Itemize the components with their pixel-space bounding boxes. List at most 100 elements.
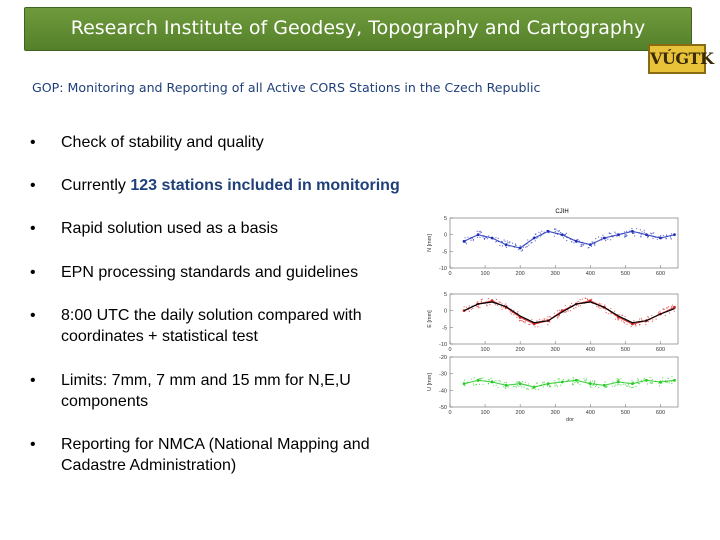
observation-dot bbox=[593, 384, 595, 386]
observation-dot bbox=[641, 381, 643, 383]
observation-dot bbox=[558, 230, 560, 232]
observation-dot bbox=[520, 319, 522, 322]
observation-dot bbox=[480, 231, 482, 233]
observation-dot bbox=[488, 235, 490, 237]
bullet-dot: • bbox=[30, 436, 36, 453]
observation-dot bbox=[555, 384, 557, 386]
observation-dot bbox=[647, 316, 649, 318]
observation-dot bbox=[547, 383, 549, 385]
observation-dot bbox=[618, 319, 620, 321]
observation-dot bbox=[579, 299, 581, 301]
observation-dot bbox=[614, 231, 616, 233]
observation-dot bbox=[612, 236, 614, 238]
observation-dot bbox=[534, 236, 536, 238]
observation-dot bbox=[505, 245, 507, 247]
observation-dot bbox=[548, 386, 550, 388]
observation-dot bbox=[549, 321, 551, 323]
observation-dot bbox=[670, 307, 672, 309]
observation-dot bbox=[629, 230, 631, 232]
observation-dot bbox=[572, 380, 574, 382]
observation-dot bbox=[624, 322, 626, 324]
observation-dot bbox=[667, 306, 670, 308]
observation-dot bbox=[637, 380, 639, 382]
bullet-text: Limits: 7mm, 7 mm and 15 mm for N,E,U co… bbox=[61, 372, 351, 410]
bullet-dot: • bbox=[30, 220, 36, 237]
observation-dot bbox=[635, 386, 637, 388]
observation-dot bbox=[554, 230, 556, 232]
observation-dot bbox=[463, 384, 465, 386]
observation-dot bbox=[612, 381, 614, 383]
observation-dot bbox=[509, 241, 511, 243]
observation-dot bbox=[572, 379, 575, 381]
observation-dot bbox=[632, 386, 634, 388]
observation-dot bbox=[502, 241, 504, 243]
observation-dot bbox=[524, 318, 526, 320]
observation-dot bbox=[502, 383, 505, 385]
observation-dot bbox=[476, 379, 478, 381]
observation-dot bbox=[496, 240, 498, 242]
observation-dot bbox=[549, 385, 551, 387]
observation-dot bbox=[572, 384, 574, 386]
observation-dot bbox=[633, 383, 635, 385]
observation-dot bbox=[634, 324, 636, 326]
observation-dot bbox=[662, 377, 664, 379]
series-u-line bbox=[463, 379, 675, 388]
observation-dot bbox=[622, 383, 624, 385]
observation-dot bbox=[468, 310, 470, 312]
observation-dot bbox=[605, 386, 607, 388]
observation-dot bbox=[475, 384, 477, 386]
x-tick-label: 100 bbox=[480, 410, 489, 416]
observation-dot bbox=[524, 322, 526, 324]
observation-dot bbox=[542, 386, 544, 388]
observation-dot bbox=[497, 237, 499, 239]
observation-dot bbox=[595, 238, 597, 240]
data-point bbox=[504, 383, 508, 387]
observation-dot bbox=[508, 242, 510, 244]
observation-dot bbox=[581, 245, 583, 247]
observation-dot bbox=[556, 310, 559, 312]
x-tick-label: 200 bbox=[516, 347, 525, 353]
observation-dot bbox=[535, 233, 537, 235]
observation-dot bbox=[493, 381, 495, 383]
observation-dot bbox=[604, 304, 606, 306]
observation-dot bbox=[559, 309, 561, 311]
observation-dot bbox=[495, 384, 497, 386]
observation-dot bbox=[613, 385, 615, 387]
observation-dot bbox=[536, 382, 538, 384]
observation-dot bbox=[647, 321, 649, 323]
observation-dot bbox=[594, 244, 596, 246]
data-point bbox=[673, 378, 676, 382]
observation-dot bbox=[526, 243, 528, 245]
panel-frame bbox=[449, 293, 679, 345]
observation-dot bbox=[586, 378, 588, 380]
observation-dot bbox=[543, 383, 545, 385]
y-tick-label: -5 bbox=[442, 249, 447, 255]
observation-dot bbox=[535, 388, 537, 390]
observation-dot bbox=[630, 386, 632, 389]
observation-dot bbox=[505, 303, 507, 305]
observation-dot bbox=[519, 245, 521, 247]
observation-dot bbox=[659, 310, 661, 312]
observation-dot bbox=[541, 382, 544, 384]
observation-dot bbox=[472, 307, 474, 310]
observation-dot bbox=[571, 384, 573, 386]
observation-dot bbox=[594, 243, 596, 245]
observation-dot bbox=[666, 381, 668, 383]
chart-title: CJIH bbox=[555, 209, 568, 215]
observation-dot bbox=[558, 378, 560, 380]
observation-dot bbox=[590, 380, 592, 382]
data-point bbox=[532, 322, 536, 326]
observation-dot bbox=[600, 237, 602, 239]
observation-dot bbox=[521, 386, 523, 388]
observation-dot bbox=[482, 236, 484, 238]
observation-dot bbox=[491, 380, 493, 382]
observation-dot bbox=[647, 380, 649, 382]
observation-dot bbox=[616, 235, 618, 237]
observation-dot bbox=[561, 233, 563, 235]
observation-dot bbox=[533, 388, 535, 390]
observation-dot bbox=[665, 237, 667, 239]
observation-dot bbox=[650, 382, 652, 384]
observation-dot bbox=[658, 235, 660, 237]
